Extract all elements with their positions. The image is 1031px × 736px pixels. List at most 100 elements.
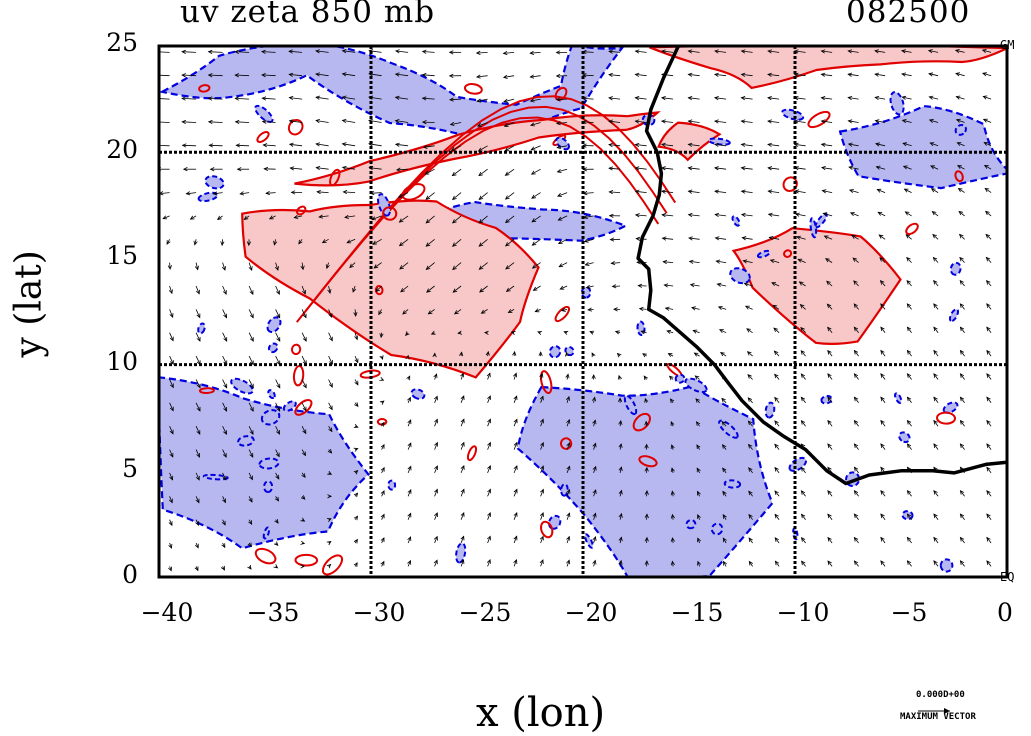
wind-vector-head bbox=[774, 513, 779, 519]
wind-vector-head bbox=[927, 49, 933, 54]
wind-vector bbox=[986, 280, 992, 287]
wind-vector-head bbox=[478, 171, 483, 177]
wind-vector bbox=[688, 120, 700, 123]
wind-vector-head bbox=[827, 326, 832, 332]
wind-vector bbox=[269, 215, 276, 220]
wind-vector-head bbox=[290, 190, 296, 195]
wind-vector-head bbox=[879, 257, 884, 262]
wind-vector bbox=[557, 145, 568, 148]
wind-vector-head bbox=[746, 328, 751, 333]
positive-vorticity-region bbox=[241, 199, 540, 379]
wind-vector-head bbox=[825, 258, 830, 263]
wind-vector-head bbox=[661, 236, 667, 241]
negative-vorticity-cell bbox=[230, 377, 254, 395]
positive-vorticity-cell bbox=[296, 205, 307, 216]
wind-vector bbox=[794, 74, 806, 77]
wind-vector-head bbox=[566, 395, 570, 401]
wind-vector-head bbox=[687, 119, 693, 124]
wind-vector-head bbox=[740, 189, 746, 194]
wind-vector bbox=[373, 262, 382, 269]
wind-vector-head bbox=[928, 72, 933, 77]
wind-vector bbox=[747, 374, 753, 380]
wind-vector bbox=[195, 262, 199, 270]
wind-vector bbox=[770, 259, 780, 263]
wind-vector-head bbox=[822, 212, 828, 217]
wind-vector bbox=[880, 537, 886, 544]
wind-vector bbox=[635, 190, 647, 193]
negative-vorticity-cell bbox=[623, 394, 638, 416]
wind-vector-head bbox=[342, 189, 348, 195]
wind-vector-head bbox=[353, 447, 359, 452]
wind-vector-head bbox=[820, 49, 826, 54]
wind-vector bbox=[933, 560, 939, 567]
wind-vector bbox=[827, 397, 833, 404]
wind-vector bbox=[289, 143, 303, 147]
wind-vector-head bbox=[193, 240, 198, 246]
wind-vector-head bbox=[300, 495, 306, 500]
wind-vector bbox=[661, 190, 674, 193]
wind-vector-head bbox=[800, 350, 805, 355]
wind-vector-head bbox=[425, 242, 431, 247]
wind-vector-head bbox=[933, 373, 938, 378]
wind-vector bbox=[381, 514, 385, 520]
wind-vector-head bbox=[715, 259, 721, 264]
wind-vector-head bbox=[460, 559, 465, 565]
wind-vector-head bbox=[421, 72, 427, 78]
wind-vector-head bbox=[448, 50, 454, 55]
wind-vector-head bbox=[167, 265, 172, 270]
wind-vector bbox=[407, 442, 412, 450]
wind-vector-head bbox=[274, 496, 280, 502]
wind-vector-head bbox=[847, 96, 853, 101]
wind-vector-head bbox=[288, 142, 294, 147]
negative-vorticity-cell bbox=[684, 377, 708, 394]
wind-vector bbox=[505, 238, 515, 247]
wind-vector bbox=[986, 257, 992, 263]
wind-vector-head bbox=[354, 358, 359, 364]
wind-vector bbox=[274, 239, 276, 245]
wind-vector-head bbox=[327, 289, 332, 295]
x-tick-label: −30 bbox=[352, 598, 406, 627]
wind-vector bbox=[556, 98, 568, 100]
wind-vector bbox=[848, 143, 859, 147]
wind-vector-head bbox=[513, 559, 518, 564]
wind-vector-head bbox=[748, 443, 753, 449]
wind-vector-head bbox=[634, 49, 640, 54]
wind-vector-head bbox=[748, 467, 753, 472]
wind-vector-head bbox=[767, 212, 773, 217]
wind-vector bbox=[854, 560, 859, 567]
wind-vector bbox=[824, 235, 833, 240]
wind-vector-head bbox=[611, 284, 617, 289]
wind-vector bbox=[235, 74, 250, 77]
wind-vector bbox=[478, 192, 488, 200]
wind-vector-head bbox=[221, 543, 226, 549]
wind-vector bbox=[434, 465, 438, 474]
wind-vector-head bbox=[162, 215, 168, 220]
wind-vector-head bbox=[800, 396, 806, 402]
wind-vector-head bbox=[740, 142, 746, 147]
wind-vector-head bbox=[767, 72, 772, 77]
wind-vector-head bbox=[880, 560, 885, 565]
wind-vector-head bbox=[669, 398, 675, 404]
wind-vector bbox=[478, 215, 488, 224]
wind-vector bbox=[848, 73, 859, 77]
wind-vector bbox=[505, 215, 515, 223]
wind-vector bbox=[960, 537, 965, 544]
wind-vector bbox=[169, 262, 171, 270]
wind-vector-head bbox=[422, 144, 428, 149]
wind-vector bbox=[487, 536, 491, 544]
wind-vector-head bbox=[407, 536, 412, 542]
wind-vector bbox=[407, 489, 412, 497]
wind-vector bbox=[186, 192, 197, 195]
wind-vector-head bbox=[555, 121, 561, 126]
wind-vector bbox=[244, 215, 250, 220]
wind-vector-head bbox=[531, 264, 537, 269]
wind-vector-head bbox=[478, 242, 484, 247]
reference-vector-arrow bbox=[918, 708, 950, 714]
wind-vector-head bbox=[713, 72, 719, 77]
wind-vector bbox=[557, 168, 568, 173]
positive-vorticity-cell bbox=[905, 222, 919, 236]
wind-vector bbox=[982, 72, 992, 77]
wind-vector-head bbox=[954, 49, 960, 54]
negative-vorticity-cell bbox=[764, 401, 776, 419]
wind-vector-head bbox=[405, 354, 410, 360]
